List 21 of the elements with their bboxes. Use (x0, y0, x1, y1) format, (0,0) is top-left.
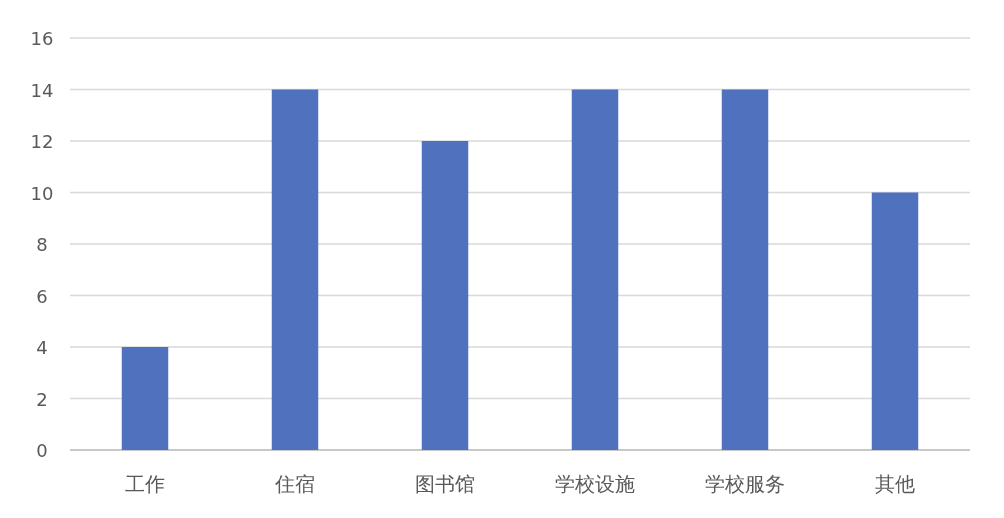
bar (421, 141, 469, 450)
y-tick-label: 6 (36, 285, 48, 307)
y-tick-label: 8 (36, 234, 48, 255)
x-tick-label: 图书馆 (415, 472, 475, 496)
bar (571, 89, 619, 450)
bar (871, 192, 919, 450)
y-tick-label: 14 (30, 79, 54, 101)
bar (121, 347, 169, 450)
y-tick-label: 4 (36, 337, 48, 358)
x-tick-label: 住宿 (274, 472, 315, 496)
y-tick-label: 12 (30, 131, 54, 152)
x-tick-label: 学校设施 (555, 472, 635, 496)
y-tick-label: 2 (36, 388, 48, 410)
bar (271, 89, 319, 450)
x-tick-label: 学校服务 (705, 472, 785, 496)
y-tick-label: 0 (36, 440, 48, 461)
bar (721, 89, 769, 450)
y-tick-label: 10 (30, 182, 54, 204)
x-tick-label: 工作 (125, 472, 165, 496)
y-tick-label: 16 (30, 28, 54, 49)
x-tick-label: 其他 (875, 472, 915, 496)
